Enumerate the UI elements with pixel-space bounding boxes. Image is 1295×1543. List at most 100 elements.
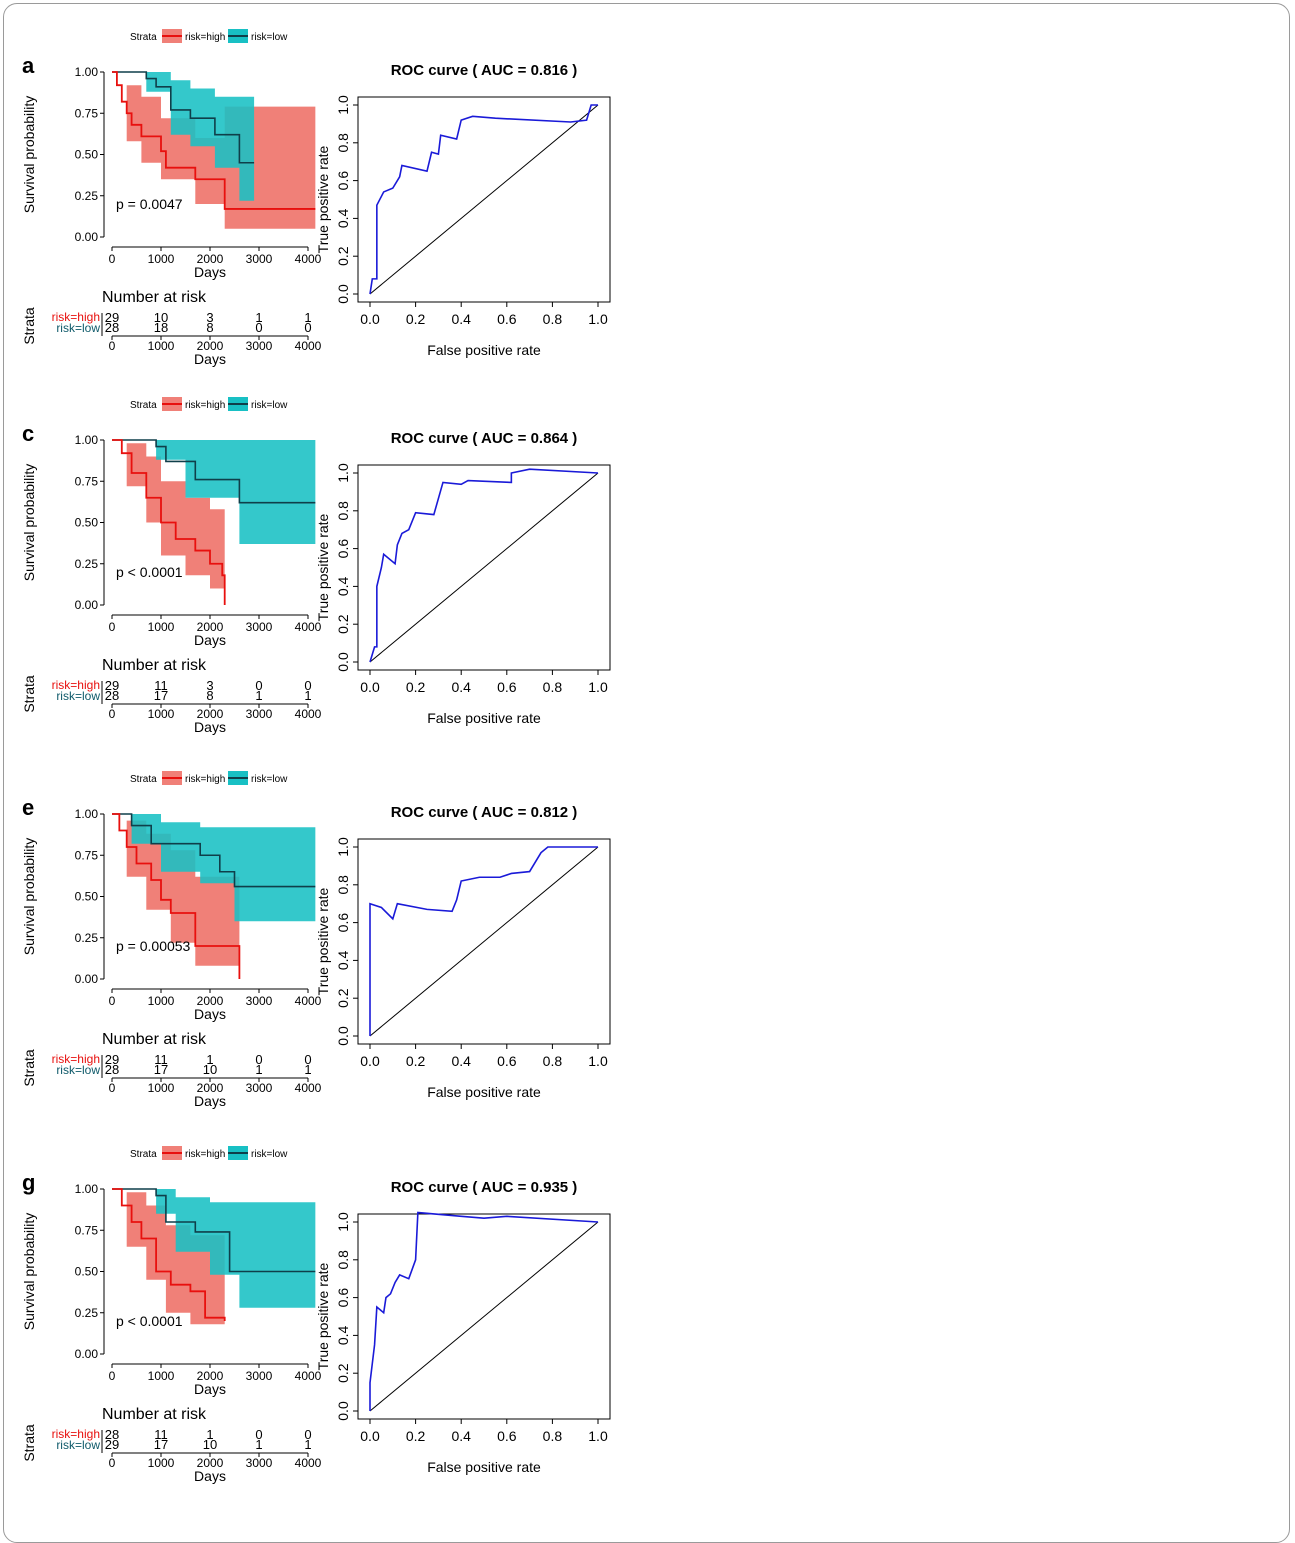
legend-low-label: risk=low — [251, 774, 288, 785]
roc-x-label: False positive rate — [427, 710, 541, 726]
roc-title-suffix: ) — [568, 62, 577, 79]
km-xtick-label: 1000 — [148, 620, 175, 634]
km-high-curve — [112, 439, 226, 605]
risk-low-count: 28 — [105, 320, 119, 335]
risk-low-count: 1 — [304, 1062, 311, 1077]
roc-title: ROC curve ( AUC = 0.864 ) — [391, 430, 578, 447]
roc-xtick-label: 0.6 — [497, 311, 517, 327]
roc-ytick-label: 0.2 — [335, 988, 351, 1008]
roc-ytick-label: 0.2 — [335, 1363, 351, 1383]
km-high-band — [112, 1189, 225, 1343]
km-xtick-label: 4000 — [295, 1369, 322, 1383]
km-high-curve — [112, 71, 316, 210]
risk-high-count: 1 — [304, 310, 311, 325]
km-ytick-label: 0.25 — [75, 1306, 99, 1320]
risk-title: Number at risk — [102, 289, 207, 306]
roc-ytick-label: 0.6 — [335, 539, 351, 559]
roc-ytick-label: 0.2 — [335, 246, 351, 266]
roc-title-prefix: ROC curve ( AUC = — [391, 430, 531, 447]
roc-xtick-label: 0.0 — [360, 1053, 380, 1069]
km-xtick-label: 2000 — [197, 620, 224, 634]
risk-title: Number at risk — [102, 1406, 207, 1423]
risk-x-label: Days — [194, 1468, 226, 1484]
risk-low-count: 1 — [304, 1437, 311, 1452]
km-ytick-label: 0.00 — [75, 598, 99, 612]
risk-title: Number at risk — [102, 1031, 207, 1048]
roc-ytick-label: 0.6 — [335, 913, 351, 933]
km-ytick-label: 1.00 — [75, 807, 99, 821]
roc-xtick-label: 0.4 — [451, 679, 471, 695]
risk-high-count: 3 — [206, 310, 213, 325]
risk-x-label: Days — [194, 351, 226, 367]
roc-ytick-label: 0.6 — [335, 171, 351, 191]
roc-xtick-label: 0.4 — [451, 1053, 471, 1069]
km-low-band — [112, 72, 255, 201]
risk-xtick-label: 4000 — [295, 339, 322, 353]
risk-xtick-label: 0 — [109, 1456, 116, 1470]
km-ytick-label: 0.50 — [75, 1265, 99, 1279]
legend-title: Strata — [130, 400, 157, 411]
roc-plot: 0.0 0.0 0.2 0.2 0.4 0.4 0.6 0.6 0.8 0.8 1.0 1.0 Fals… — [315, 1179, 611, 1475]
risk-high-count: 29 — [105, 1052, 119, 1067]
roc-curve — [369, 104, 598, 295]
risk-low-count: 0 — [255, 320, 262, 335]
risk-high-label: risk=high — [52, 1427, 100, 1441]
km-plot: 0.00 0.25 0.50 0.75 1.00 0 1000 2000 3000 4000 Day… — [21, 65, 322, 280]
risk-low-label: risk=low — [56, 1438, 100, 1452]
km-y-label: Survival probability — [21, 464, 37, 582]
legend-high-label: risk=high — [185, 1149, 225, 1160]
roc-diagonal — [369, 846, 599, 1037]
legend-title: Strata — [130, 774, 157, 785]
panel-letter: e — [22, 795, 34, 820]
km-y-label: Survival probability — [21, 96, 37, 214]
roc-ytick-label: 0.4 — [335, 576, 351, 596]
km-xtick-label: 2000 — [197, 994, 224, 1008]
km-xtick-label: 1000 — [148, 1369, 175, 1383]
roc-title: ROC curve ( AUC = 0.812 ) — [391, 804, 578, 821]
risk-high-count: 11 — [154, 1052, 168, 1067]
roc-diagonal — [369, 472, 599, 663]
km-xtick-label: 3000 — [246, 1369, 273, 1383]
roc-xtick-label: 1.0 — [588, 1053, 608, 1069]
roc-diagonal — [369, 1221, 599, 1412]
risk-high-count: 28 — [105, 1427, 119, 1442]
risk-low-count: 18 — [154, 320, 168, 335]
roc-ytick-label: 1.0 — [335, 95, 351, 115]
roc-xtick-label: 1.0 — [588, 1428, 608, 1444]
risk-low-label: risk=low — [56, 689, 100, 703]
risk-low-label: risk=low — [56, 1063, 100, 1077]
risk-xtick-label: 2000 — [197, 339, 224, 353]
roc-xtick-label: 0.6 — [497, 1428, 517, 1444]
roc-diagonal — [369, 104, 599, 295]
km-x-label: Days — [194, 1006, 226, 1022]
risk-high-label: risk=high — [52, 678, 100, 692]
km-plot: 0.00 0.25 0.50 0.75 1.00 0 1000 2000 3000 4000 Day… — [21, 1182, 322, 1397]
risk-low-count: 1 — [304, 688, 311, 703]
km-xtick-label: 0 — [109, 620, 116, 634]
risk-xtick-label: 1000 — [148, 339, 175, 353]
roc-xtick-label: 0.4 — [451, 311, 471, 327]
risk-high-count: 0 — [255, 678, 262, 693]
km-ytick-label: 0.75 — [75, 1223, 99, 1237]
km-xtick-label: 3000 — [246, 994, 273, 1008]
risk-xtick-label: 2000 — [197, 1456, 224, 1470]
roc-xtick-label: 0.6 — [497, 1053, 517, 1069]
km-pvalue: p = 0.0047 — [116, 196, 183, 212]
roc-frame — [357, 838, 611, 1045]
roc-plot: 0.0 0.0 0.2 0.2 0.4 0.4 0.6 0.6 0.8 0.8 1.0 1.0 Fals… — [315, 430, 611, 726]
km-ytick-label: 0.75 — [75, 848, 99, 862]
risk-y-label: Strata — [21, 1049, 37, 1087]
roc-xtick-label: 0.8 — [543, 311, 563, 327]
roc-xtick-label: 0.8 — [543, 1428, 563, 1444]
km-plot: 0.00 0.25 0.50 0.75 1.00 0 1000 2000 3000 4000 Day… — [21, 807, 322, 1022]
roc-ytick-label: 0.0 — [335, 652, 351, 672]
roc-ytick-label: 0.4 — [335, 950, 351, 970]
roc-ytick-label: 1.0 — [335, 837, 351, 857]
risk-y-label: Strata — [21, 675, 37, 713]
risk-low-count: 10 — [203, 1062, 217, 1077]
roc-ytick-label: 0.8 — [335, 501, 351, 521]
km-ytick-label: 0.25 — [75, 557, 99, 571]
risk-low-count: 29 — [105, 1437, 119, 1452]
